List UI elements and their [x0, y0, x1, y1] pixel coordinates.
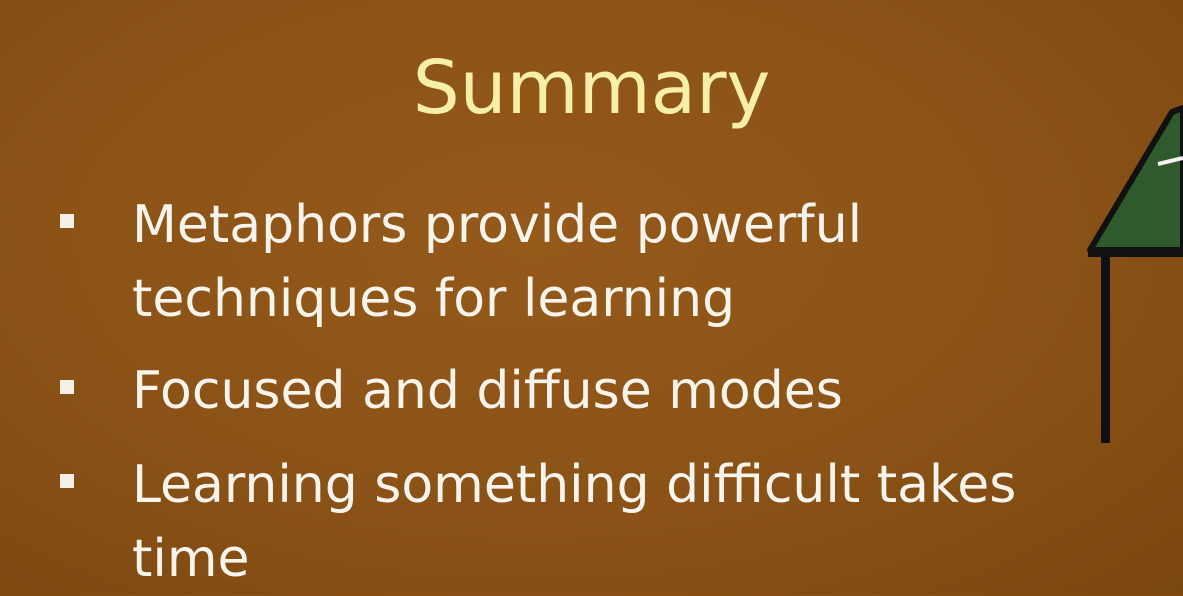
bullet-line: Metaphors provide powerful [132, 195, 863, 255]
slide-title: Summary [412, 45, 771, 131]
ping-pong-table-icon [1087, 105, 1183, 443]
bullet-square-icon [60, 380, 74, 394]
bullet-line: Focused and diffuse modes [132, 361, 843, 421]
table-top [1087, 105, 1183, 253]
table-edge [1088, 248, 1183, 257]
bullet-text: Focused and diffuse modes [132, 354, 1132, 428]
table-net-line [1157, 156, 1183, 166]
bullet-line: Learning something difficult takes [132, 455, 1017, 515]
table-leg [1101, 255, 1110, 443]
bullet-text: Metaphors provide powerful techniques fo… [132, 188, 1132, 336]
bullet-square-icon [60, 214, 74, 228]
bullet-line: time [132, 529, 250, 589]
bullet-line: techniques for learning [132, 269, 736, 329]
bullet-text: Learning something difficult takes time [132, 448, 1132, 596]
bullet-square-icon [60, 474, 74, 488]
